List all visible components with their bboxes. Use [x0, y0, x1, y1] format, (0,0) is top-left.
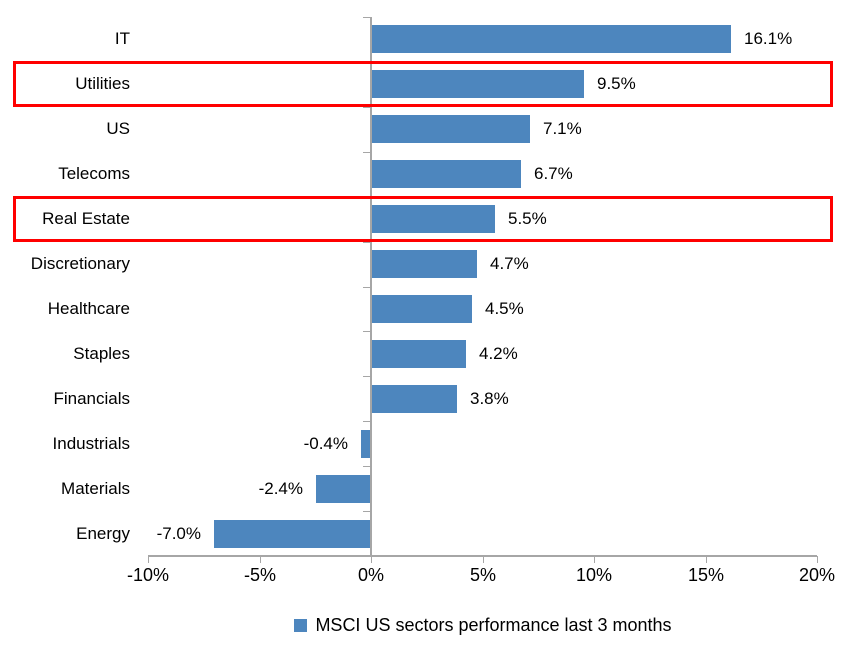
x-tick: [706, 556, 707, 563]
category-label-financials: Financials: [53, 389, 130, 408]
value-label-utilities: 9.5%: [597, 74, 636, 93]
x-tick: [371, 556, 372, 563]
bar-discretionary: [372, 250, 477, 278]
category-tick: [363, 511, 371, 512]
x-tick-label: -5%: [243, 565, 276, 585]
category-label-real-estate: Real Estate: [42, 209, 130, 228]
value-label-materials: -2.4%: [258, 479, 303, 498]
category-label-energy: Energy: [76, 524, 130, 543]
value-label-industrials: -0.4%: [303, 434, 348, 453]
category-tick: [363, 17, 371, 18]
x-tick-label: 10%: [575, 565, 613, 585]
bar-materials: [316, 475, 370, 503]
bar-telecoms: [372, 160, 521, 188]
category-tick: [363, 152, 371, 153]
category-label-telecoms: Telecoms: [58, 164, 130, 183]
bar-it: [372, 25, 731, 53]
x-tick: [594, 556, 595, 563]
category-tick: [363, 466, 371, 467]
value-label-healthcare: 4.5%: [485, 299, 524, 318]
x-tick-label: 0%: [357, 565, 384, 585]
value-label-financials: 3.8%: [470, 389, 509, 408]
bar-industrials: [361, 430, 370, 458]
value-label-energy: -7.0%: [156, 524, 201, 543]
category-label-healthcare: Healthcare: [47, 299, 130, 318]
value-label-staples: 4.2%: [479, 344, 518, 363]
x-tick: [817, 556, 818, 563]
x-tick: [148, 556, 149, 563]
category-label-utilities: Utilities: [75, 74, 130, 93]
category-label-industrials: Industrials: [52, 434, 130, 453]
bar-energy: [214, 520, 370, 548]
highlight-box-utilities: [13, 61, 833, 107]
x-tick-label: 20%: [798, 565, 836, 585]
category-tick: [363, 556, 371, 557]
x-tick: [483, 556, 484, 563]
bar-staples: [372, 340, 466, 368]
highlight-box-real-estate: [13, 196, 833, 242]
legend-label: MSCI US sectors performance last 3 month…: [315, 614, 672, 635]
category-label-materials: Materials: [61, 479, 130, 498]
category-label-staples: Staples: [73, 344, 130, 363]
category-label-it: IT: [114, 29, 130, 48]
category-label-us: US: [106, 119, 130, 138]
legend: MSCI US sectors performance last 3 month…: [148, 612, 818, 638]
bar-healthcare: [372, 295, 472, 323]
value-label-telecoms: 6.7%: [534, 164, 573, 183]
value-label-real-estate: 5.5%: [508, 209, 547, 228]
x-axis-line: [148, 555, 817, 557]
category-tick: [363, 242, 371, 243]
bar-us: [372, 115, 530, 143]
x-tick-label: 5%: [469, 565, 496, 585]
value-label-discretionary: 4.7%: [490, 254, 529, 273]
legend-marker: [294, 618, 308, 632]
value-label-it: 16.1%: [744, 29, 793, 48]
category-tick: [363, 107, 371, 108]
category-tick: [363, 376, 371, 377]
x-tick: [260, 556, 261, 563]
category-tick: [363, 331, 371, 332]
value-label-us: 7.1%: [543, 119, 582, 138]
y-axis-line: [370, 17, 372, 556]
x-tick-label: -10%: [126, 565, 170, 585]
bar-utilities: [372, 70, 584, 98]
category-label-discretionary: Discretionary: [30, 254, 130, 273]
category-tick: [363, 287, 371, 288]
bar-real-estate: [372, 205, 495, 233]
x-tick-label: 15%: [687, 565, 725, 585]
category-tick: [363, 421, 371, 422]
bar-financials: [372, 385, 457, 413]
